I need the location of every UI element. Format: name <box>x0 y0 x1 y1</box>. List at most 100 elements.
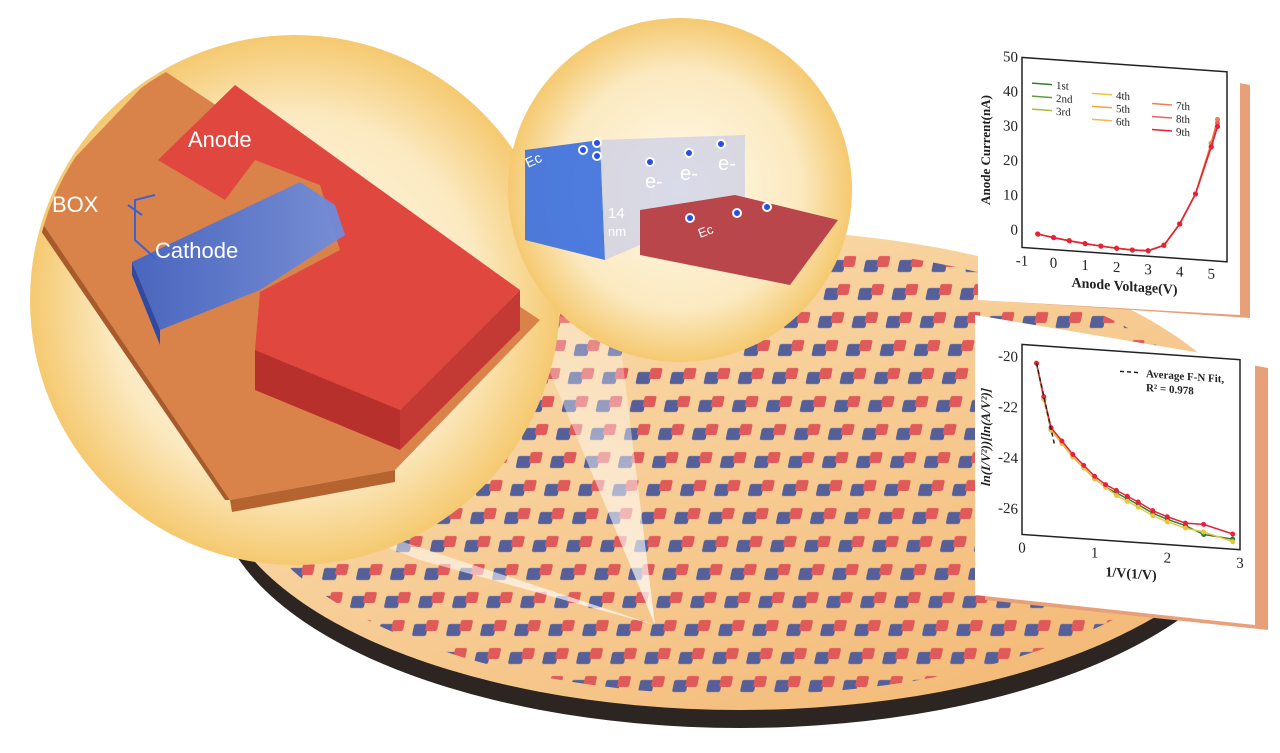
box-label: BOX <box>52 192 99 217</box>
y-tick-label: 50 <box>1003 49 1018 66</box>
electron-label: e- <box>680 163 698 185</box>
data-point <box>1082 241 1088 247</box>
gap-value: 14 <box>608 205 625 222</box>
fn-chart-panel: 0 1 2 3 -20 -22 -24 -26 1/V(1/V) ln(I/V²))[ln(A/V… <box>975 315 1268 630</box>
gap-unit: nm <box>608 224 626 239</box>
x-tick-label: 3 <box>1236 555 1243 572</box>
legend-swatch <box>1092 105 1112 109</box>
barrier <box>600 135 745 260</box>
data-point <box>1145 248 1151 254</box>
data-point <box>1124 498 1130 504</box>
legend-swatch <box>1092 118 1112 122</box>
legend-label: 7th <box>1176 100 1191 113</box>
device-zoom-circle: BOX Anode Cathode <box>30 35 560 565</box>
data-point <box>1066 238 1072 244</box>
x-tick-label: 5 <box>1207 266 1214 283</box>
data-point <box>1059 438 1065 444</box>
plot-frame <box>1021 343 1241 551</box>
x-axis-label: 1/V(1/V) <box>1105 565 1157 584</box>
data-point <box>1230 539 1236 545</box>
fn-chart: 0 1 2 3 -20 -22 -24 -26 1/V(1/V) ln(I/V²))[ln(A/V… <box>978 343 1244 584</box>
y-axis-label: Anode Current(nA) <box>978 95 993 206</box>
legend-label: 2nd <box>1056 93 1073 106</box>
x-tick-label: 0 <box>1050 255 1057 272</box>
x-tick-label: 2 <box>1113 260 1120 277</box>
data-point <box>1103 482 1109 488</box>
data-point <box>1129 247 1135 253</box>
legend-swatch <box>1032 108 1052 112</box>
cathode-label: Cathode <box>155 238 238 263</box>
data-point <box>1051 235 1057 241</box>
data-point <box>1208 144 1214 150</box>
legend-swatch <box>1152 115 1172 119</box>
y-tick-label: 20 <box>1003 153 1018 170</box>
y-tick-label: -22 <box>998 399 1018 416</box>
legend-label: 9th <box>1176 126 1191 139</box>
x-tick-label: 4 <box>1176 264 1184 281</box>
legend-label: 4th <box>1116 90 1131 103</box>
data-point <box>1150 508 1156 514</box>
data-point <box>1081 462 1087 468</box>
zoom-beam-2 <box>520 300 655 625</box>
data-point <box>1230 531 1236 537</box>
legend-swatch <box>1032 82 1052 86</box>
y-tick-label: -20 <box>998 348 1018 365</box>
legend-swatch <box>1152 128 1172 132</box>
data-point <box>1135 504 1141 510</box>
legend-label: 8th <box>1176 113 1191 126</box>
legend-swatch <box>1120 370 1140 374</box>
y-tick-label: -26 <box>998 500 1018 517</box>
data-point <box>1035 231 1041 237</box>
data-point <box>1201 529 1207 535</box>
cathode <box>132 182 345 330</box>
legend-swatch <box>1092 92 1112 96</box>
data-point <box>1098 243 1104 249</box>
data-point <box>1161 242 1167 248</box>
data-point <box>1041 394 1047 400</box>
data-point <box>1164 514 1170 520</box>
band-diagram-circle: Ec Ec 14 nm e- e- e- <box>508 18 852 362</box>
electron-label: e- <box>718 153 736 175</box>
y-tick-label: 0 <box>1011 222 1018 239</box>
data-point <box>1192 191 1198 197</box>
y-axis-label: ln(I/V²))[ln(A/V²)] <box>978 387 993 486</box>
annotation: R² = 0.978 <box>1146 382 1194 397</box>
data-point <box>1183 520 1188 526</box>
data-point <box>1183 525 1188 531</box>
ec-left-block <box>525 140 605 260</box>
data-point <box>1113 487 1119 493</box>
legend-label: 5th <box>1116 103 1131 116</box>
ec-right-label: Ec <box>696 221 716 240</box>
y-tick-label: 40 <box>1003 84 1018 101</box>
legend-swatch <box>1032 95 1052 99</box>
ec-left-label: Ec <box>523 149 545 170</box>
x-tick-label: 3 <box>1144 262 1151 279</box>
x-tick-label: 0 <box>1018 540 1025 557</box>
plot-frame <box>1021 56 1228 263</box>
data-point <box>1124 493 1130 499</box>
legend-swatch <box>1152 102 1172 106</box>
legend-label: 1st <box>1056 80 1069 93</box>
series-line <box>1035 363 1233 535</box>
data-point <box>1177 221 1183 227</box>
data-point <box>1070 451 1076 457</box>
electron-label: e- <box>645 171 663 193</box>
x-tick-label: 2 <box>1164 550 1171 567</box>
x-tick-label: 1 <box>1091 545 1098 562</box>
electrons <box>578 138 772 223</box>
data-point <box>1135 499 1141 505</box>
data-point <box>1164 519 1170 525</box>
series-line <box>1035 363 1233 543</box>
y-tick-label: 10 <box>1003 187 1018 204</box>
capacitor-wire <box>134 194 156 259</box>
data-point <box>1114 245 1120 251</box>
legend-label: 6th <box>1116 116 1131 129</box>
x-tick-label: 1 <box>1081 258 1088 275</box>
data-point <box>1092 473 1098 479</box>
data-point <box>1215 123 1221 129</box>
x-tick-label: -1 <box>1016 253 1028 270</box>
data-point <box>1113 492 1119 498</box>
anode-label: Anode <box>188 127 252 152</box>
